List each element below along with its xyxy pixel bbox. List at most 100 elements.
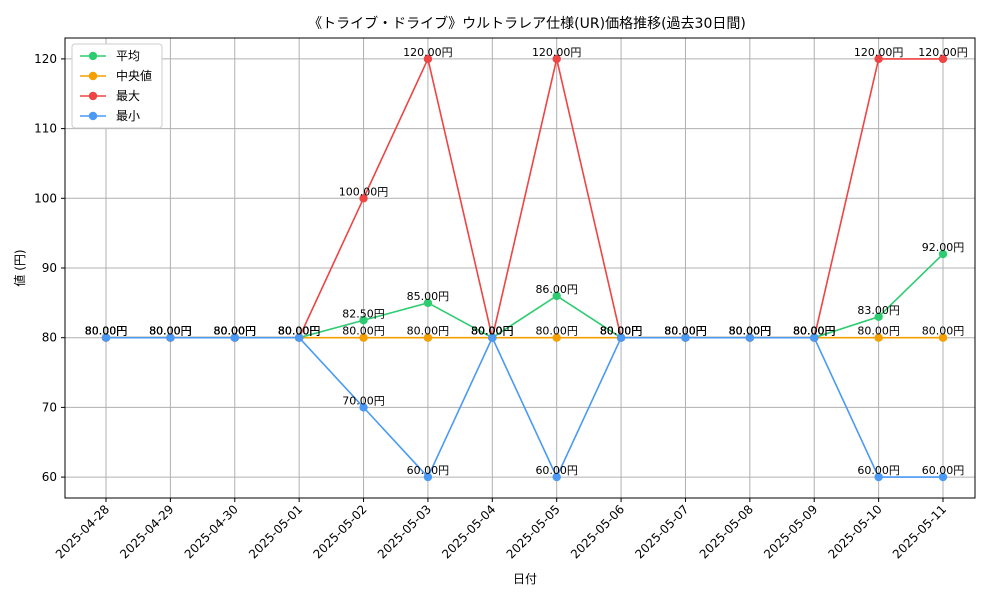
legend-marker bbox=[88, 111, 98, 121]
data-label: 80.00円 bbox=[664, 325, 707, 338]
y-tick-label: 60 bbox=[42, 470, 57, 484]
data-label: 80.00円 bbox=[149, 325, 192, 338]
y-axis-label: 値 (円) bbox=[12, 249, 27, 286]
data-label: 120.00円 bbox=[918, 46, 968, 59]
data-label: 80.00円 bbox=[664, 325, 707, 338]
data-label: 60.00円 bbox=[535, 464, 578, 477]
data-point bbox=[938, 472, 948, 482]
data-label: 80.00円 bbox=[149, 325, 192, 338]
data-point bbox=[681, 333, 690, 342]
data-label: 80.00円 bbox=[214, 325, 257, 338]
data-point bbox=[423, 54, 433, 64]
data-label: 80.00円 bbox=[407, 325, 450, 338]
y-tick-label: 70 bbox=[42, 400, 57, 414]
data-label: 120.00円 bbox=[854, 46, 904, 59]
data-label: 60.00円 bbox=[407, 464, 450, 477]
data-point bbox=[874, 472, 883, 482]
y-tick-label: 90 bbox=[42, 261, 57, 275]
data-point bbox=[874, 333, 883, 342]
data-label: 120.00円 bbox=[532, 46, 582, 59]
data-label: 80.00円 bbox=[600, 325, 643, 338]
data-label: 80.00円 bbox=[922, 325, 965, 338]
x-tick-label: 2025-05-07 bbox=[632, 502, 691, 561]
data-label: 80.00円 bbox=[214, 325, 257, 338]
legend-marker bbox=[88, 91, 98, 101]
legend-entry: 平均 bbox=[80, 49, 140, 63]
data-label: 80.00円 bbox=[471, 325, 514, 338]
data-label: 80.00円 bbox=[535, 325, 578, 338]
data-label: 80.00円 bbox=[85, 325, 128, 338]
x-tick-label: 2025-04-30 bbox=[182, 502, 241, 561]
x-tick-label: 2025-05-08 bbox=[697, 502, 756, 561]
legend-marker bbox=[88, 51, 98, 61]
data-label: 80.00円 bbox=[729, 325, 772, 338]
data-label: 80.00円 bbox=[793, 325, 836, 338]
data-label: 80.00円 bbox=[149, 325, 192, 338]
data-label: 85.00円 bbox=[407, 290, 450, 303]
data-label: 80.00円 bbox=[600, 325, 643, 338]
data-point bbox=[294, 333, 304, 342]
data-label: 80.00円 bbox=[664, 325, 707, 338]
data-point bbox=[552, 333, 561, 342]
data-point bbox=[938, 54, 948, 64]
data-point bbox=[745, 333, 755, 342]
data-label: 80.00円 bbox=[729, 325, 772, 338]
data-label: 80.00円 bbox=[149, 325, 192, 338]
data-point bbox=[423, 472, 433, 482]
data-point bbox=[166, 333, 175, 342]
data-point bbox=[101, 333, 111, 342]
data-label: 80.00円 bbox=[85, 325, 128, 338]
data-label: 70.00円 bbox=[342, 394, 385, 407]
data-label: 80.00円 bbox=[471, 325, 514, 338]
data-point bbox=[359, 316, 368, 325]
legend-entry: 最大 bbox=[80, 89, 140, 103]
y-axis: 60 70 80 90 100 110 120 bbox=[34, 52, 65, 484]
data-label: 80.00円 bbox=[85, 325, 128, 338]
data-point bbox=[552, 54, 561, 64]
data-label: 80.00円 bbox=[278, 325, 321, 338]
series-line bbox=[106, 335, 943, 479]
legend-frame bbox=[71, 43, 163, 129]
chart-title: 《トライブ・ドライブ》ウルトラレア仕様(UR)価格推移(過去30日間) bbox=[308, 15, 746, 32]
x-tick-label: 2025-04-28 bbox=[53, 502, 112, 561]
y-tick-label: 120 bbox=[34, 52, 57, 66]
data-point bbox=[874, 54, 883, 64]
data-point bbox=[552, 291, 561, 301]
data-label: 60.00円 bbox=[857, 464, 900, 477]
data-label: 80.00円 bbox=[278, 325, 321, 338]
data-label: 80.00円 bbox=[342, 325, 385, 338]
data-point bbox=[938, 333, 948, 342]
data-label: 120.00円 bbox=[403, 46, 453, 59]
x-tick-label: 2025-04-29 bbox=[117, 502, 176, 561]
data-label: 80.00円 bbox=[729, 325, 772, 338]
x-tick-label: 2025-05-05 bbox=[504, 502, 563, 561]
data-point bbox=[359, 194, 368, 203]
y-tick-label: 110 bbox=[34, 122, 57, 136]
data-point bbox=[230, 333, 239, 342]
data-label: 82.50円 bbox=[342, 307, 385, 320]
data-label: 80.00円 bbox=[793, 325, 836, 338]
series-3 bbox=[101, 333, 948, 482]
data-point bbox=[810, 333, 819, 342]
data-label: 80.00円 bbox=[278, 325, 321, 338]
data-label: 80.00円 bbox=[857, 325, 900, 338]
x-axis: 2025-04-28 2025-04-29 2025-04-30 2025-05-01… bbox=[53, 498, 949, 561]
data-label: 80.00円 bbox=[600, 325, 643, 338]
data-point bbox=[423, 298, 433, 308]
x-tick-label: 2025-05-01 bbox=[246, 502, 305, 561]
x-tick-label: 2025-05-02 bbox=[310, 502, 369, 561]
data-label: 80.00円 bbox=[729, 325, 772, 338]
data-point bbox=[552, 472, 561, 482]
legend-label: 最小 bbox=[116, 109, 140, 123]
data-labels: 80.00円 80.00円 80.00円 80.00円 82.50円 85.00円 80.0… bbox=[85, 46, 968, 477]
x-tick-label: 2025-05-10 bbox=[826, 502, 885, 561]
data-label: 80.00円 bbox=[85, 325, 128, 338]
legend-label: 平均 bbox=[116, 49, 140, 63]
data-label: 100.00円 bbox=[339, 185, 389, 198]
x-tick-label: 2025-05-06 bbox=[568, 502, 627, 561]
data-label: 60.00円 bbox=[922, 464, 965, 477]
x-axis-label: 日付 bbox=[513, 572, 537, 586]
data-point bbox=[874, 312, 883, 321]
